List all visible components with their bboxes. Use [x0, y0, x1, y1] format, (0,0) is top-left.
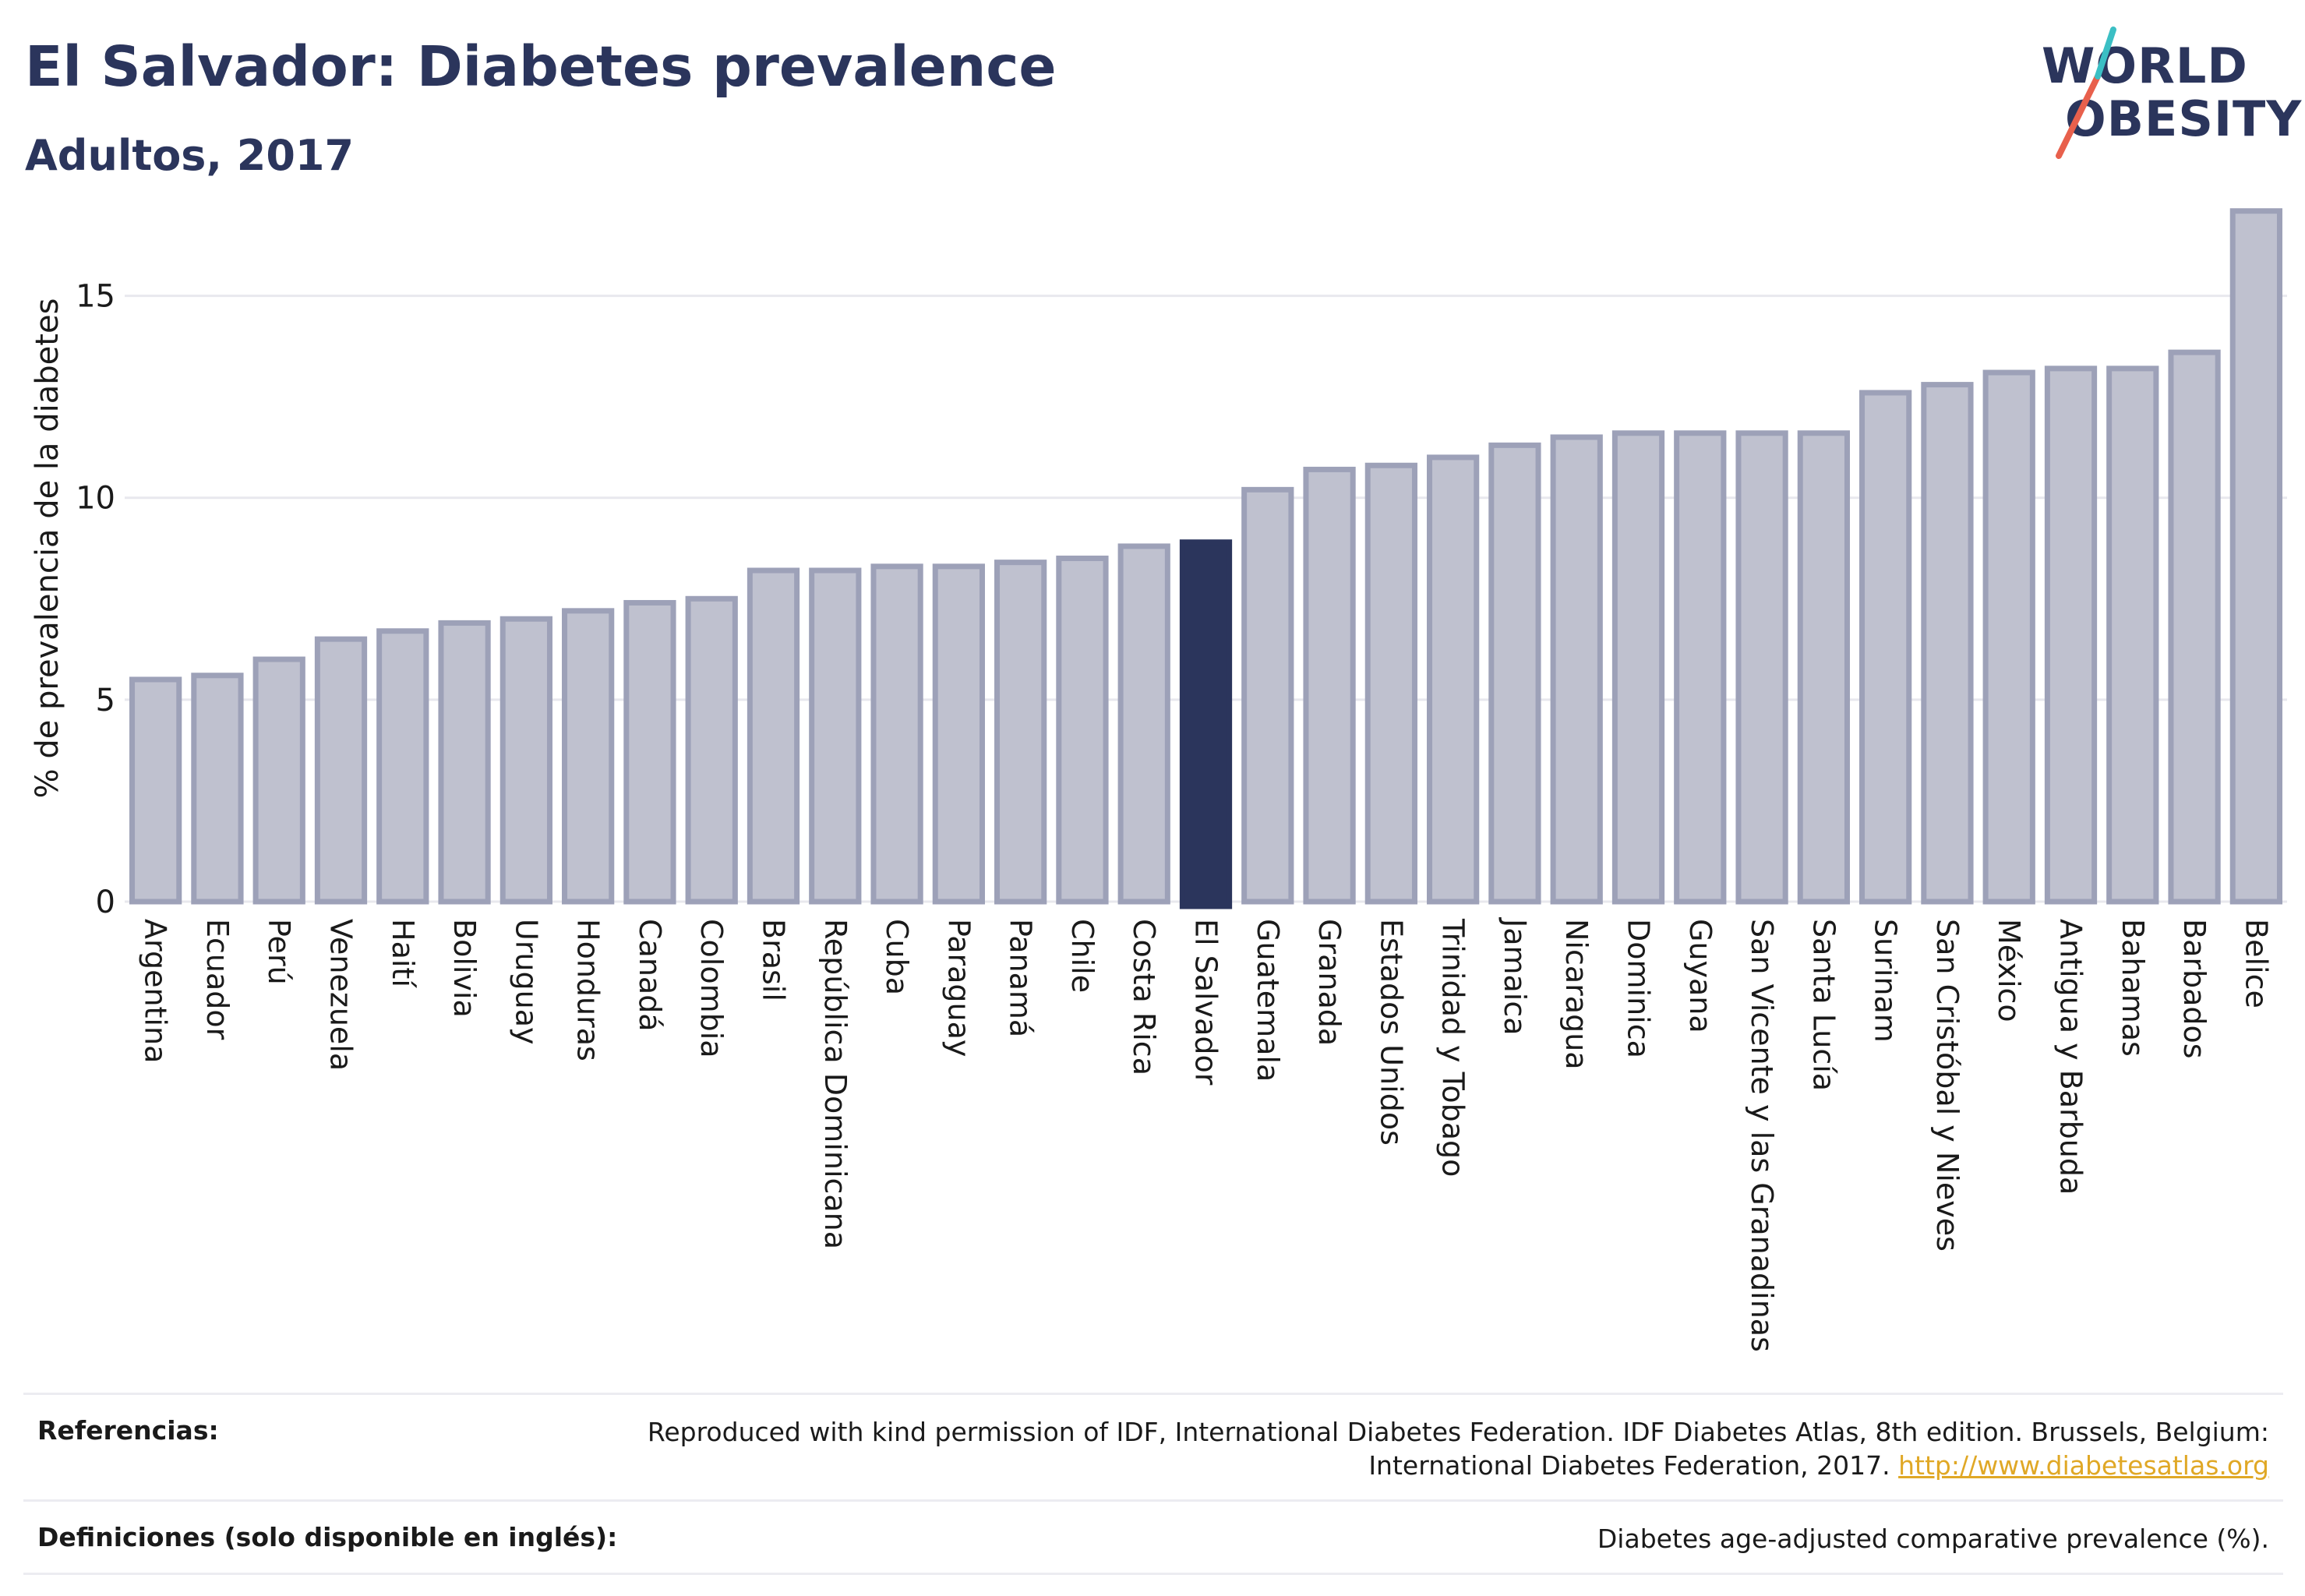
bar-haiti [376, 628, 429, 905]
x-tick-label: San Vicente y las Granadinas [1745, 919, 1779, 1352]
world-obesity-logo: WORLD OBESITY [2026, 22, 2301, 162]
bar-costa-rica [1117, 543, 1170, 905]
x-tick-label: Venezuela [324, 919, 358, 1071]
x-tick-label: Ecuador [200, 919, 235, 1040]
bar-trinidad-y-tobago [1427, 454, 1480, 905]
bar-surinam [1859, 390, 1912, 905]
chart-footer: Referencias: Reproduced with kind permis… [23, 1393, 2283, 1575]
x-tick-label: Panamá [1004, 919, 1038, 1037]
x-axis-ticks: Argentina Ecuador Perú Venezuela Haití Bolivi… [139, 917, 2274, 1352]
bar-panama [994, 560, 1047, 905]
bar-argentina [129, 676, 182, 905]
bar-guatemala [1241, 486, 1294, 905]
x-tick-label: Guatemala [1251, 919, 1285, 1082]
x-tick-label: Colombia [694, 919, 729, 1058]
bar-dominica [1611, 430, 1665, 905]
x-tick-label: Paraguay [941, 919, 976, 1057]
x-tick-label: Chile [1065, 919, 1100, 993]
x-tick-label: Cuba [880, 919, 914, 995]
x-tick-label: Uruguay [509, 919, 543, 1045]
bar-canada [623, 599, 676, 905]
y-axis-label: % de prevalencia de la diabetes [30, 298, 65, 799]
bar-chart: 0 5 10 15 Argentina Ecuador Perú Venezuela Hait… [30, 208, 2287, 1352]
bar-bahamas [2106, 365, 2159, 905]
bar-cuba [870, 563, 923, 905]
x-tick-label: Perú [262, 919, 296, 985]
bar-colombia [685, 595, 738, 905]
x-tick-label: Canadá [633, 919, 667, 1032]
y-axis-ticks: 0 5 10 15 [76, 279, 115, 920]
x-tick-label: Barbados [2177, 919, 2211, 1059]
y-tick-label: 15 [76, 279, 115, 315]
bar-belice [2229, 208, 2282, 905]
x-tick-label: El Salvador [1189, 919, 1223, 1086]
x-tick-label: Jamaica [1498, 917, 1532, 1036]
bar-republica-dominicana [809, 567, 862, 905]
x-tick-label: Honduras [571, 919, 605, 1061]
bar-brasil [747, 567, 800, 905]
x-tick-label: Nicaragua [1559, 919, 1594, 1070]
x-tick-label: Granada [1312, 919, 1347, 1046]
definitions-text: Diabetes age-adjusted comparative preval… [1597, 1524, 2269, 1554]
x-tick-label: Haití [386, 919, 420, 988]
bar-san-vicente-y-las-granadinas [1735, 430, 1788, 905]
bar-uruguay [499, 616, 552, 905]
bar-san-cristobal-y-nieves [1921, 382, 1974, 905]
x-tick-label: Bolivia [447, 919, 482, 1018]
x-tick-label: Bahamas [2116, 919, 2150, 1057]
x-tick-label: Santa Lucía [1806, 919, 1841, 1091]
bar-nicaragua [1550, 434, 1603, 905]
x-tick-label: Costa Rica [1127, 919, 1161, 1075]
bar-mexico [1982, 369, 2035, 905]
bar-antigua-y-barbuda [2044, 365, 2098, 905]
bar-ecuador [191, 673, 244, 905]
logo-text-world: WORLD [2042, 37, 2248, 94]
y-tick-label: 10 [76, 481, 115, 517]
logo-slash-icon [2056, 26, 2116, 159]
page-subtitle: Adultos, 2017 [25, 131, 355, 180]
x-tick-label: Belice [2239, 919, 2273, 1008]
bar-paraguay [932, 563, 985, 905]
bar-granada [1303, 466, 1356, 905]
references-row: Referencias: Reproduced with kind permis… [23, 1393, 2283, 1499]
bar-el-salvador [1179, 539, 1233, 909]
bar-bolivia [438, 620, 491, 905]
bar-santa-lucia [1797, 430, 1850, 905]
x-tick-label: Estados Unidos [1374, 919, 1408, 1146]
y-tick-label: 5 [96, 683, 115, 719]
x-tick-label: Argentina [139, 919, 173, 1063]
references-text-block: Reproduced with kind permission of IDF, … [594, 1415, 2269, 1482]
bar-jamaica [1488, 442, 1541, 905]
x-tick-label: Dominica [1622, 919, 1656, 1058]
logo-text-obesity: OBESITY [2065, 90, 2303, 147]
x-tick-label: República Dominicana [818, 919, 852, 1249]
bar-guyana [1674, 430, 1727, 905]
x-tick-label: Guyana [1683, 919, 1717, 1033]
x-tick-label: Antigua y Barbuda [2054, 919, 2088, 1195]
x-tick-label: México [1992, 919, 2026, 1022]
references-link[interactable]: http://www.diabetesatlas.org [1898, 1450, 2269, 1481]
x-tick-label: San Cristóbal y Nieves [1930, 919, 1964, 1252]
x-tick-label: Trinidad y Tobago [1436, 918, 1470, 1177]
bar-barbados [2168, 349, 2221, 905]
bar-chile [1056, 555, 1109, 905]
bar-estados-unidos [1364, 462, 1417, 905]
x-tick-label: Brasil [757, 919, 791, 1001]
definitions-row: Definiciones (solo disponible en inglés)… [23, 1499, 2283, 1575]
bar-honduras [562, 608, 615, 905]
x-tick-label: Surinam [1869, 919, 1903, 1043]
references-label: Referencias: [37, 1415, 219, 1446]
bar-peru [252, 656, 305, 905]
definitions-label: Definiciones (solo disponible en inglés)… [37, 1522, 618, 1552]
chart-bars [129, 208, 2282, 909]
y-tick-label: 0 [96, 885, 115, 920]
references-text: Reproduced with kind permission of IDF, … [647, 1417, 2269, 1481]
bar-venezuela [314, 636, 368, 905]
page-title: El Salvador: Diabetes prevalence [25, 34, 1057, 99]
